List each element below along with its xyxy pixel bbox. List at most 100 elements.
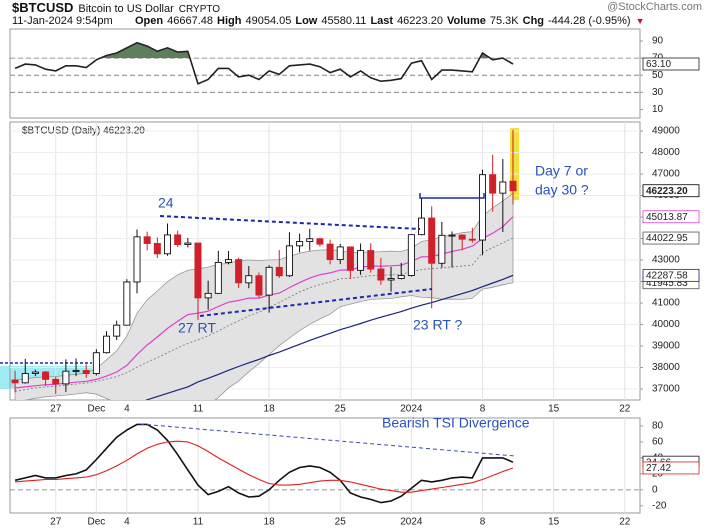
x-tick-label: 18 — [264, 404, 276, 415]
candle-body — [194, 242, 202, 299]
candle-body — [143, 236, 151, 244]
candle-body — [418, 217, 426, 236]
y-tick-label: 60 — [652, 437, 664, 448]
candle-body — [407, 234, 415, 276]
candle-body — [72, 370, 80, 372]
panel-marks — [14, 41, 514, 85]
x-tick-label: 8 — [480, 404, 486, 415]
candle-body — [214, 261, 222, 294]
stat-value: 45580.11 — [321, 15, 367, 27]
x-tick-label: 27 — [50, 404, 62, 415]
candle-body — [336, 246, 344, 261]
x-tick-label: 15 — [548, 517, 560, 528]
down-arrow: ▼ — [635, 16, 645, 26]
y-tick-label: 47000 — [652, 169, 680, 180]
candle-body — [275, 266, 283, 277]
candle-body — [306, 238, 314, 242]
value-tag: 46223.20 — [646, 186, 688, 197]
candle-body — [316, 238, 324, 245]
annotation: 24 — [158, 195, 174, 211]
annotation: Bearish TSI Divergence — [382, 415, 530, 431]
value-tag: 41945.83 — [646, 278, 688, 289]
candle-body — [296, 241, 304, 247]
y-tick-label: 90 — [652, 36, 664, 47]
y-tick-label: 38000 — [652, 362, 680, 373]
indicator-line — [14, 423, 514, 504]
candle-body — [92, 352, 100, 375]
candle-body — [21, 373, 29, 384]
stat-value: 46667.48 — [167, 15, 214, 27]
candle-body — [357, 250, 365, 271]
candle-body — [387, 278, 395, 281]
candle-body — [174, 234, 182, 246]
candle-body — [377, 268, 385, 281]
y-tick-label: -20 — [652, 500, 667, 511]
candle-body — [458, 234, 466, 240]
x-tick-label: 4 — [124, 404, 130, 415]
candle-body — [204, 292, 212, 299]
candle-body — [265, 266, 273, 296]
x-tick-label: 25 — [335, 517, 347, 528]
annotation: 23 RT ? — [413, 317, 463, 333]
candle-body — [164, 234, 171, 255]
candle-body — [346, 246, 354, 271]
y-tick-label: 43000 — [652, 255, 680, 266]
y-tick-label: 50 — [652, 70, 664, 81]
stat-label: Open — [135, 15, 164, 27]
value-tag: 44022.95 — [646, 233, 688, 244]
candle-body — [31, 371, 39, 375]
stat-value: 49054.05 — [245, 15, 292, 27]
y-tick-label: 49000 — [652, 126, 680, 137]
candle-body — [184, 242, 192, 246]
trendline — [419, 193, 485, 199]
candle-body — [255, 275, 263, 296]
annotation: Day 7 or — [535, 163, 588, 179]
x-tick-label: 2024 — [400, 517, 423, 528]
candle-body — [367, 250, 375, 270]
annotation: day 30 ? — [535, 182, 589, 198]
x-tick-label: Dec — [87, 517, 105, 528]
highlight-box — [510, 128, 519, 200]
x-tick-label: Dec — [87, 404, 105, 415]
stat-value: 75.3K — [489, 15, 519, 27]
candle-body — [428, 217, 436, 264]
credit: @StockCharts.com — [607, 1, 702, 13]
stat-label: Last — [370, 15, 394, 27]
instrument-name: Bitcoin to US Dollar — [78, 3, 174, 15]
value-tag: 45013.87 — [646, 212, 688, 223]
indicator-line — [14, 41, 514, 85]
x-tick-label: 2024 — [400, 404, 423, 415]
stat-value: -444.28 (-0.95%) — [548, 15, 631, 27]
y-tick-label: 37000 — [652, 384, 680, 395]
value-tag-box — [642, 184, 700, 198]
candle-body — [153, 243, 161, 255]
panel-marks — [11, 129, 517, 400]
y-tick-label: 48000 — [652, 147, 680, 158]
panel-frame — [9, 28, 641, 119]
band-middle — [15, 237, 514, 392]
date: 11-Jan-2024 9:54pm — [12, 15, 113, 27]
candle-body — [11, 379, 19, 384]
candle-body — [82, 370, 90, 375]
value-tag: 42287.58 — [646, 270, 688, 281]
candle-body — [123, 281, 131, 326]
moving-average — [145, 274, 514, 400]
value-tag-box — [642, 231, 700, 245]
value-tag-box — [642, 461, 700, 475]
x-tick-label: 11 — [193, 517, 204, 528]
value-tag: 27.42 — [646, 463, 671, 474]
annotation: 27 RT — [178, 320, 216, 336]
candle-body — [438, 234, 446, 264]
candle-body — [52, 378, 60, 385]
candle-body — [489, 174, 497, 194]
stat-value: 46223.20 — [397, 15, 443, 27]
header-line: 11-Jan-2024 9:54pm Open 46667.48 High 49054… — [12, 15, 644, 27]
x-tick-label: 22 — [619, 517, 631, 528]
candle-body — [285, 245, 293, 277]
stat-label: Chg — [522, 15, 545, 27]
candle-body — [397, 275, 405, 279]
x-tick-label: 15 — [548, 404, 560, 415]
trendline — [159, 215, 421, 230]
